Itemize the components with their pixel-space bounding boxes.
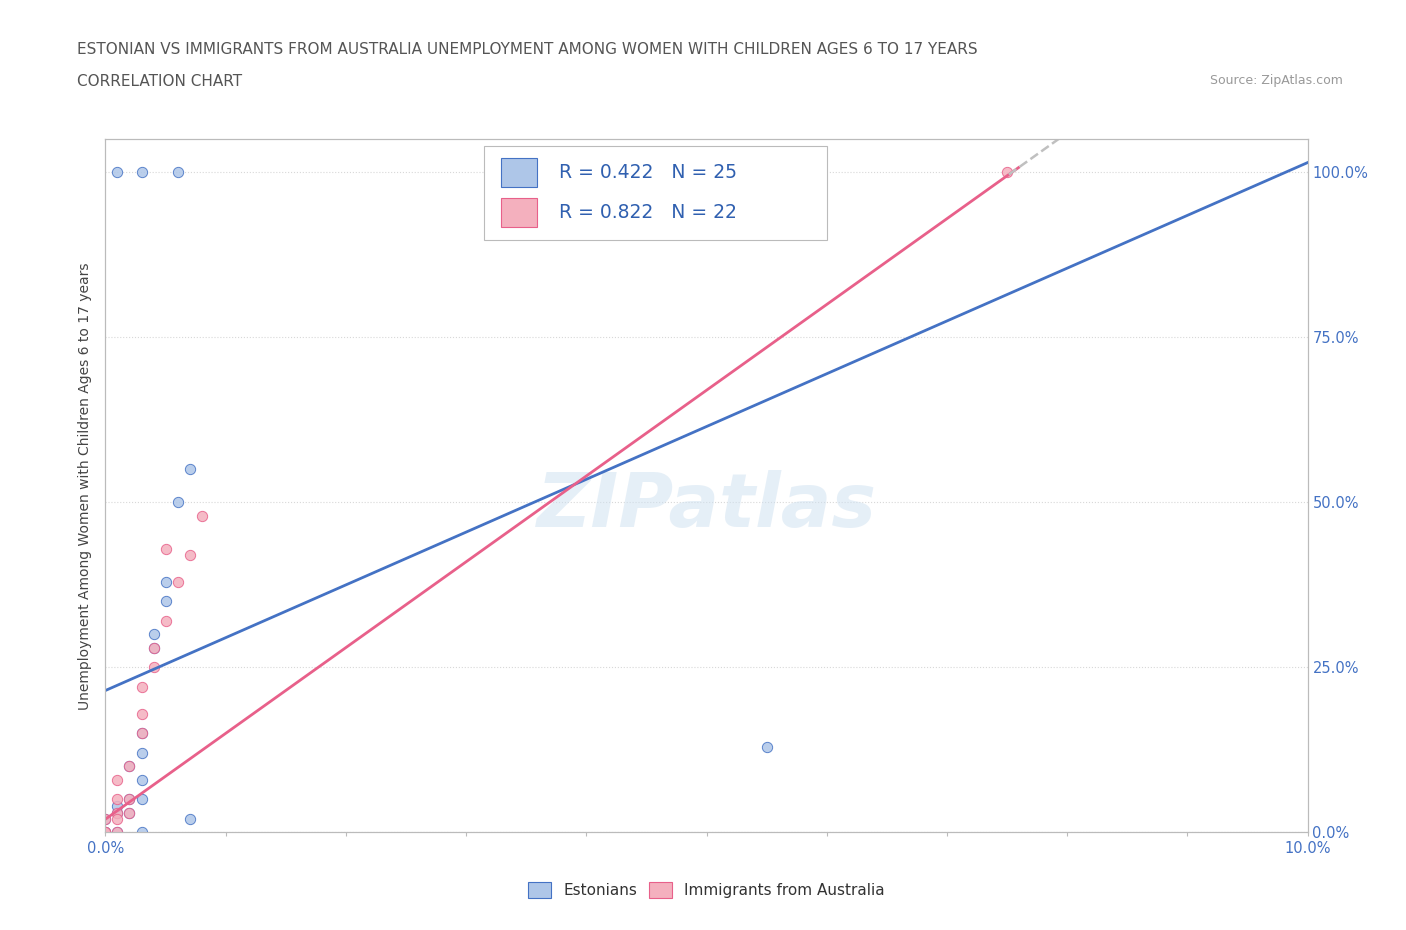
Point [995,165,1018,179]
Point [142,627,165,642]
Point [131,726,153,741]
Point [94,812,117,827]
Point [118,792,141,807]
Text: R = 0.422   N = 25: R = 0.422 N = 25 [558,163,737,181]
Point [107,799,129,814]
Point [94,825,117,840]
FancyBboxPatch shape [501,198,537,227]
Point [107,825,129,840]
Point [131,165,153,179]
Point [166,495,188,510]
Text: ZIPatlas: ZIPatlas [537,471,876,543]
Point [94,825,117,840]
Point [131,680,153,695]
Text: CORRELATION CHART: CORRELATION CHART [77,74,242,89]
Point [142,640,165,655]
Point [166,165,188,179]
Point [107,825,129,840]
Point [179,812,201,827]
Point [107,805,129,820]
Point [107,792,129,807]
Point [755,739,778,754]
Point [118,792,141,807]
Point [118,759,141,774]
Point [107,812,129,827]
Point [179,548,201,563]
Point [131,792,153,807]
Point [131,726,153,741]
Point [94,825,117,840]
Y-axis label: Unemployment Among Women with Children Ages 6 to 17 years: Unemployment Among Women with Children A… [79,262,93,710]
Point [142,660,165,675]
Point [94,812,117,827]
FancyBboxPatch shape [501,157,537,187]
Point [107,805,129,820]
FancyBboxPatch shape [484,146,827,240]
Point [118,805,141,820]
Text: Source: ZipAtlas.com: Source: ZipAtlas.com [1209,74,1343,87]
Text: R = 0.822   N = 22: R = 0.822 N = 22 [558,203,737,222]
Point [94,825,117,840]
Point [107,165,129,179]
Point [166,574,188,589]
Point [131,746,153,761]
Point [131,772,153,787]
Point [190,508,212,523]
Point [107,772,129,787]
Point [179,462,201,477]
Text: ESTONIAN VS IMMIGRANTS FROM AUSTRALIA UNEMPLOYMENT AMONG WOMEN WITH CHILDREN AGE: ESTONIAN VS IMMIGRANTS FROM AUSTRALIA UN… [77,42,979,57]
Point [131,825,153,840]
Point [155,574,177,589]
Legend: Estonians, Immigrants from Australia: Estonians, Immigrants from Australia [522,876,891,904]
Point [142,640,165,655]
Point [131,706,153,721]
Point [118,805,141,820]
Point [155,614,177,629]
Point [155,594,177,609]
Point [155,541,177,556]
Point [118,759,141,774]
